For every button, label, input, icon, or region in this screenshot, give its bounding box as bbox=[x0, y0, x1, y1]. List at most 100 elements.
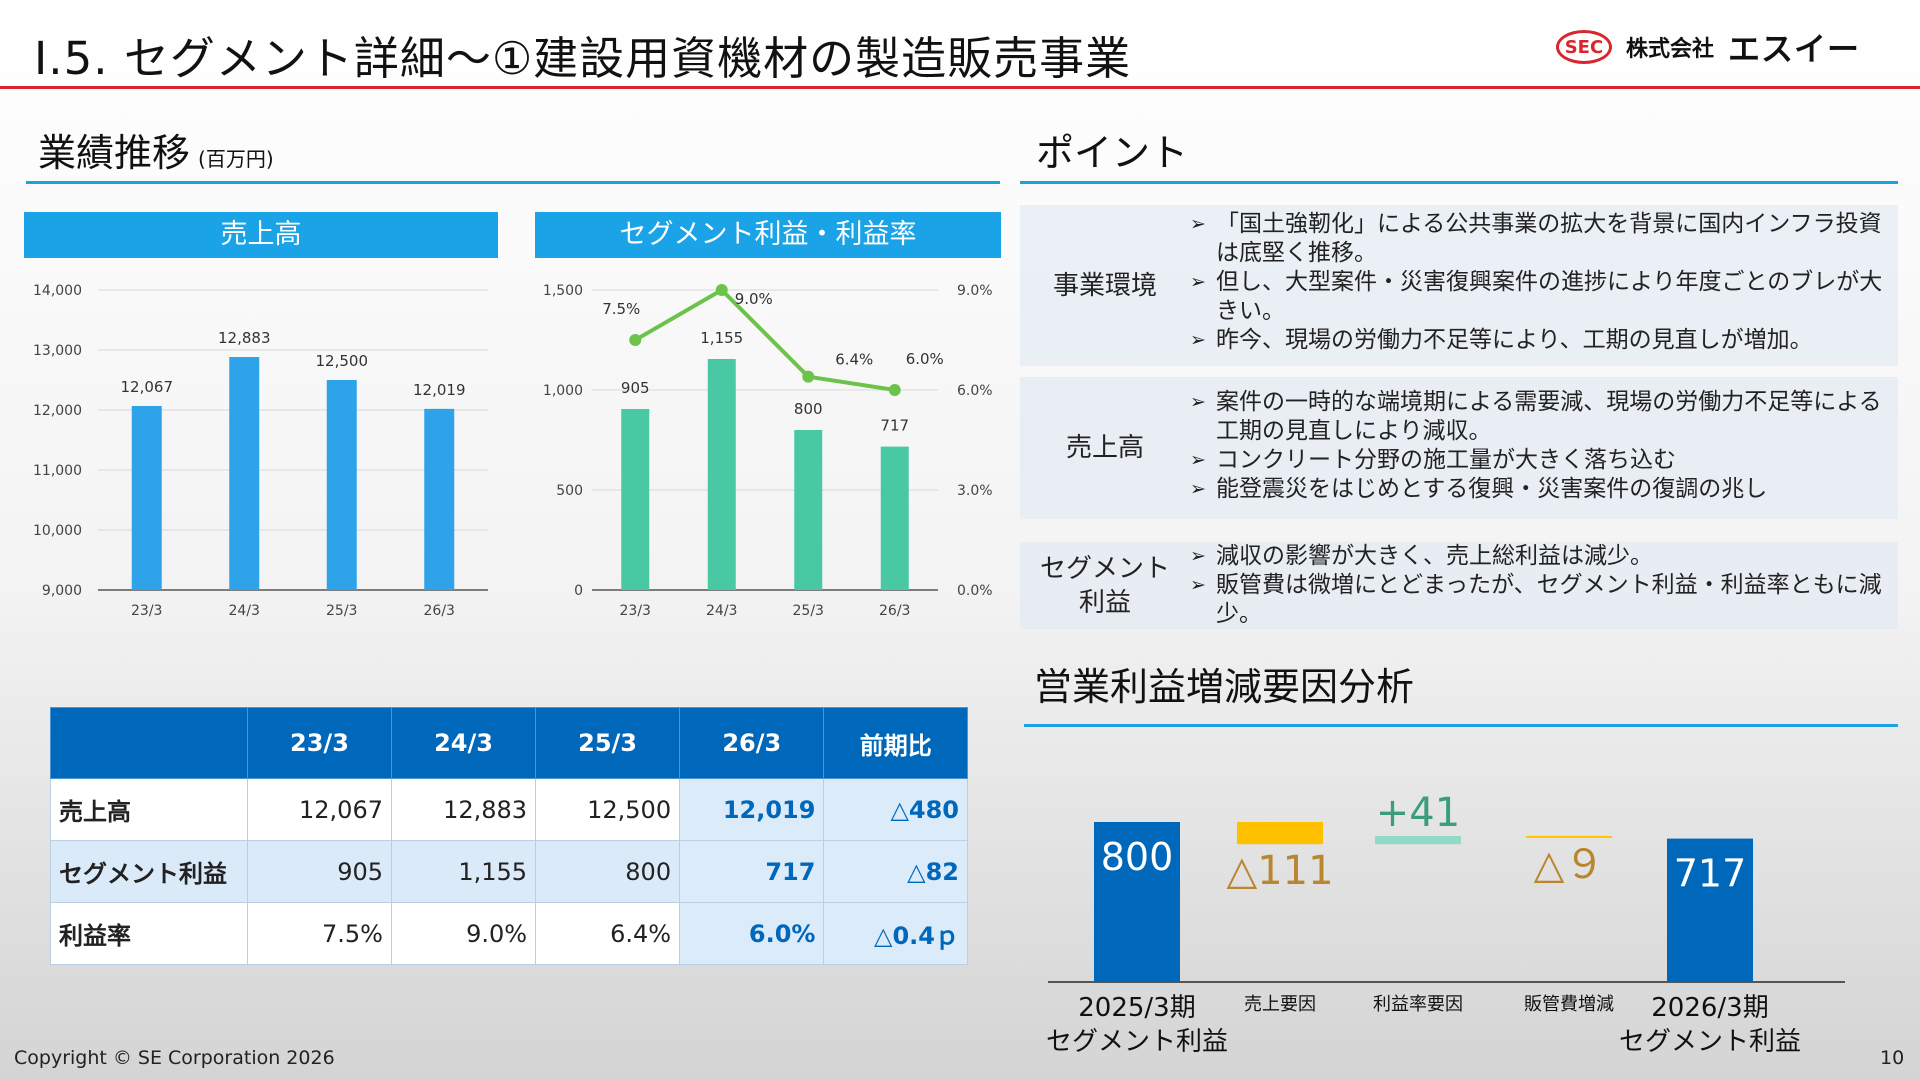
y2-tick-label: 0.0% bbox=[957, 583, 993, 599]
table-cell-change: △82 bbox=[823, 840, 968, 903]
point-item: 「国土強靭化」による公共事業の拡大を背景に国内インフラ投資は底堅く推移。 bbox=[1190, 210, 1898, 268]
table-header-cell: 26/3 bbox=[679, 707, 825, 779]
table-cell: 12,883 bbox=[390, 778, 537, 841]
line-point bbox=[629, 334, 642, 346]
category-label: 販管費増減 bbox=[1524, 994, 1614, 1015]
y2-tick-label: 9.0% bbox=[957, 283, 993, 299]
point-list: 「国土強靭化」による公共事業の拡大を背景に国内インフラ投資は底堅く推移。 但し、… bbox=[1190, 210, 1898, 355]
point-label: セグメント 利益 bbox=[1039, 553, 1170, 618]
bar bbox=[707, 359, 736, 590]
logo-name: エスイー bbox=[1727, 30, 1860, 68]
table-cell: 7.5% bbox=[246, 902, 393, 965]
table-cell: 1,155 bbox=[390, 840, 537, 903]
table-cell-change: △0.4ｐ bbox=[823, 902, 968, 965]
performance-heading-text: 業績推移 bbox=[38, 131, 191, 175]
performance-heading: 業績推移 (百万円) bbox=[38, 122, 274, 177]
table-row: セグメント利益 905 1,155 800 717 △82 bbox=[50, 840, 968, 903]
table-header-cell bbox=[50, 707, 248, 779]
title-divider bbox=[0, 86, 1920, 89]
table-header-row: 23/3 24/3 25/3 26/3 前期比 bbox=[50, 707, 968, 779]
table-header-cell: 23/3 bbox=[246, 707, 393, 779]
data-label: 12,067 bbox=[121, 378, 174, 396]
table-header-cell: 前期比 bbox=[823, 707, 968, 779]
bar-value-label: △９ bbox=[1534, 842, 1605, 888]
x-tick-label: 26/3 bbox=[879, 603, 910, 619]
data-label: 1,155 bbox=[700, 329, 743, 347]
point-item: 案件の一時的な端境期による需要減、現場の労働力不足等による工期の見直しにより減収… bbox=[1190, 388, 1898, 446]
line-label: 9.0% bbox=[735, 290, 773, 308]
table-row: 売上高 12,067 12,883 12,500 12,019 △480 bbox=[50, 778, 968, 841]
table-cell: 6.4% bbox=[535, 902, 681, 965]
table-cell-current: 717 bbox=[679, 840, 825, 903]
y-tick-label: 1,000 bbox=[543, 383, 583, 399]
x-tick-label: 23/3 bbox=[131, 603, 162, 619]
bar-value-label: +41 bbox=[1376, 790, 1460, 836]
x-tick-label: 24/3 bbox=[229, 603, 260, 619]
change-bar bbox=[1526, 836, 1612, 838]
y-tick-label: 9,000 bbox=[42, 583, 82, 599]
bar bbox=[229, 357, 260, 590]
y-tick-label: 10,000 bbox=[33, 523, 82, 539]
bar bbox=[424, 408, 455, 590]
data-label: 12,883 bbox=[218, 329, 271, 347]
change-bar bbox=[1237, 822, 1323, 845]
y-tick-label: 12,000 bbox=[33, 403, 82, 419]
total-bar bbox=[1667, 838, 1753, 982]
point-item: 能登震災をはじめとする復興・災害案件の復調の兆し bbox=[1190, 475, 1898, 504]
bridge-heading: 営業利益増減要因分析 bbox=[1034, 665, 1415, 709]
x-tick-label: 23/3 bbox=[620, 603, 651, 619]
data-label: 12,019 bbox=[413, 381, 466, 399]
point-row-business-environment: 事業環境 「国土強靭化」による公共事業の拡大を背景に国内インフラ投資は底堅く推移… bbox=[1020, 205, 1898, 366]
table-cell: 800 bbox=[535, 840, 681, 903]
table-header-cell: 24/3 bbox=[390, 707, 537, 779]
bar bbox=[131, 405, 162, 590]
point-list: 減収の影響が大きく、売上総利益は減少。 販管費は微増にとどまったが、セグメント利… bbox=[1190, 542, 1898, 629]
bar-value-label: 800 bbox=[1101, 835, 1174, 879]
point-label: 事業環境 bbox=[1052, 270, 1157, 301]
category-label: 売上要因 bbox=[1244, 994, 1316, 1015]
profit-chart-header: セグメント利益・利益率 bbox=[535, 212, 1001, 258]
logo-mark: SEC bbox=[1555, 30, 1612, 64]
company-logo: SEC 株式会社 エスイー bbox=[1555, 24, 1860, 70]
table-header-cell: 25/3 bbox=[535, 707, 681, 779]
y-tick-label: 13,000 bbox=[33, 343, 82, 359]
point-item: 但し、大型案件・災害復興案件の進捗により年度ごとのブレが大きい。 bbox=[1190, 268, 1898, 326]
copyright: Copyright © SE Corporation 2026 bbox=[14, 1047, 335, 1069]
table-cell: 9.0% bbox=[390, 902, 537, 965]
line-point bbox=[888, 384, 901, 396]
y-tick-label: 11,000 bbox=[33, 463, 82, 479]
data-label: 12,500 bbox=[316, 352, 369, 370]
bar bbox=[621, 409, 650, 590]
point-item: 昨今、現場の労働力不足等により、工期の見直しが増加。 bbox=[1190, 326, 1898, 355]
line-label: 6.0% bbox=[906, 350, 944, 368]
section-rule bbox=[1020, 181, 1898, 184]
line-point bbox=[802, 370, 815, 383]
table-cell: 12,500 bbox=[535, 778, 681, 841]
table-cell-change: △480 bbox=[823, 778, 968, 841]
page-title: Ⅰ.5. セグメント詳細～①建設用資機材の製造販売事業 bbox=[34, 32, 1132, 85]
point-item: 減収の影響が大きく、売上総利益は減少。 bbox=[1190, 542, 1898, 571]
performance-table: 23/3 24/3 25/3 26/3 前期比 売上高 12,067 12,88… bbox=[50, 707, 968, 965]
margin-line bbox=[634, 287, 896, 392]
page-number: 10 bbox=[1880, 1047, 1905, 1069]
point-row-sales: 売上高 案件の一時的な端境期による需要減、現場の労働力不足等による工期の見直しに… bbox=[1020, 377, 1898, 519]
x-tick-label: 25/3 bbox=[793, 603, 824, 619]
y-tick-label: 14,000 bbox=[33, 283, 82, 299]
points-heading: ポイント bbox=[1036, 131, 1189, 175]
profit-chart: 0 500 1,000 1,500 0.0% 3.0% 6.0% 9.0% 905 23/3 1,1… bbox=[543, 283, 993, 619]
section-rule bbox=[26, 181, 1000, 184]
line-label: 6.4% bbox=[835, 351, 873, 369]
bar-value-label: 717 bbox=[1674, 852, 1747, 896]
table-cell-current: 6.0% bbox=[679, 902, 825, 965]
sales-chart-header: 売上高 bbox=[24, 212, 498, 258]
point-item: 販管費は微増にとどまったが、セグメント利益・利益率ともに減少。 bbox=[1190, 571, 1898, 629]
bar-value-label: △111 bbox=[1226, 848, 1333, 894]
x-tick-label: 24/3 bbox=[706, 603, 737, 619]
x-tick-label: 26/3 bbox=[424, 603, 455, 619]
category-label: 2026/3期 bbox=[1651, 993, 1768, 1023]
table-cell-current: 12,019 bbox=[679, 778, 825, 841]
category-label: 利益率要因 bbox=[1373, 994, 1463, 1015]
line-point bbox=[715, 284, 728, 296]
point-item: コンクリート分野の施工量が大きく落ち込む bbox=[1190, 446, 1898, 475]
logo-company-type: 株式会社 bbox=[1625, 37, 1714, 62]
